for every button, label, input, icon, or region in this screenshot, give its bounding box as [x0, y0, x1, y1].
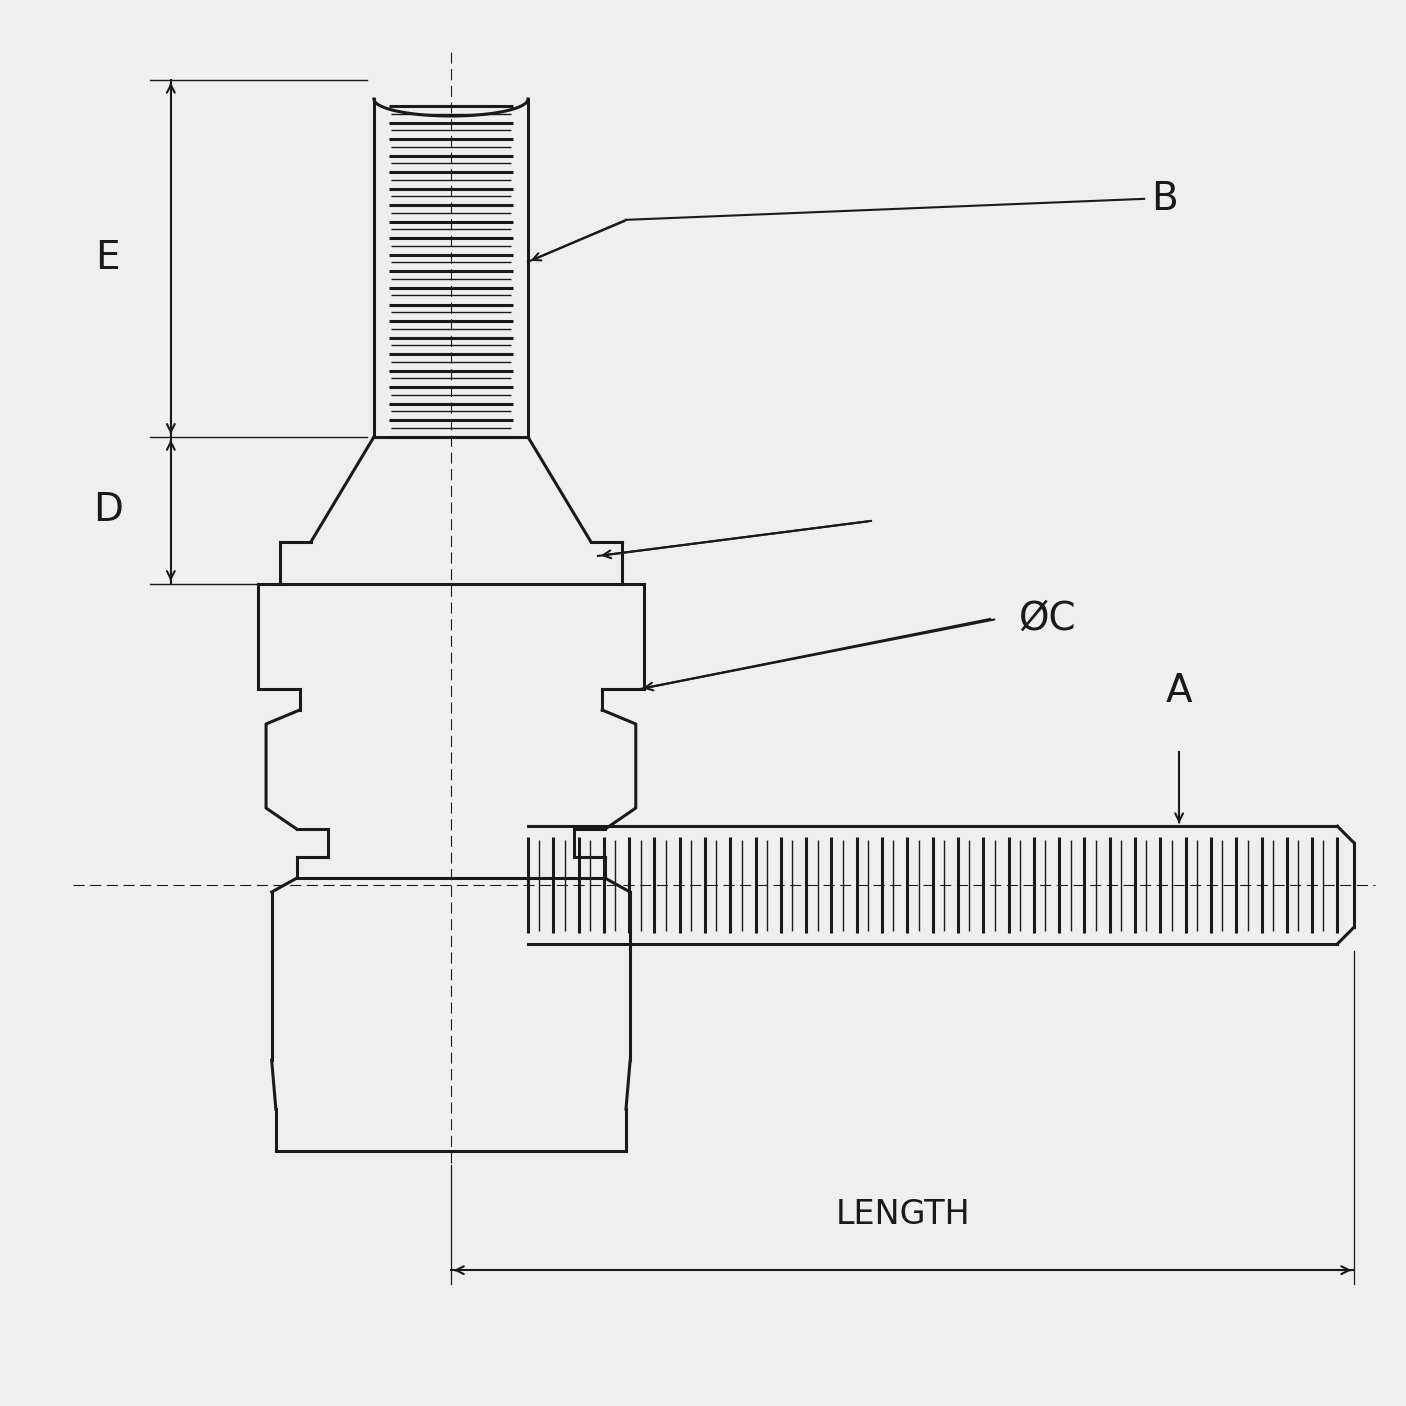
Text: LENGTH: LENGTH	[835, 1198, 970, 1232]
Text: B: B	[1152, 180, 1178, 218]
Text: E: E	[96, 239, 120, 277]
Text: A: A	[1166, 672, 1192, 710]
Text: ØC: ØC	[1018, 600, 1076, 638]
Text: D: D	[93, 492, 122, 530]
